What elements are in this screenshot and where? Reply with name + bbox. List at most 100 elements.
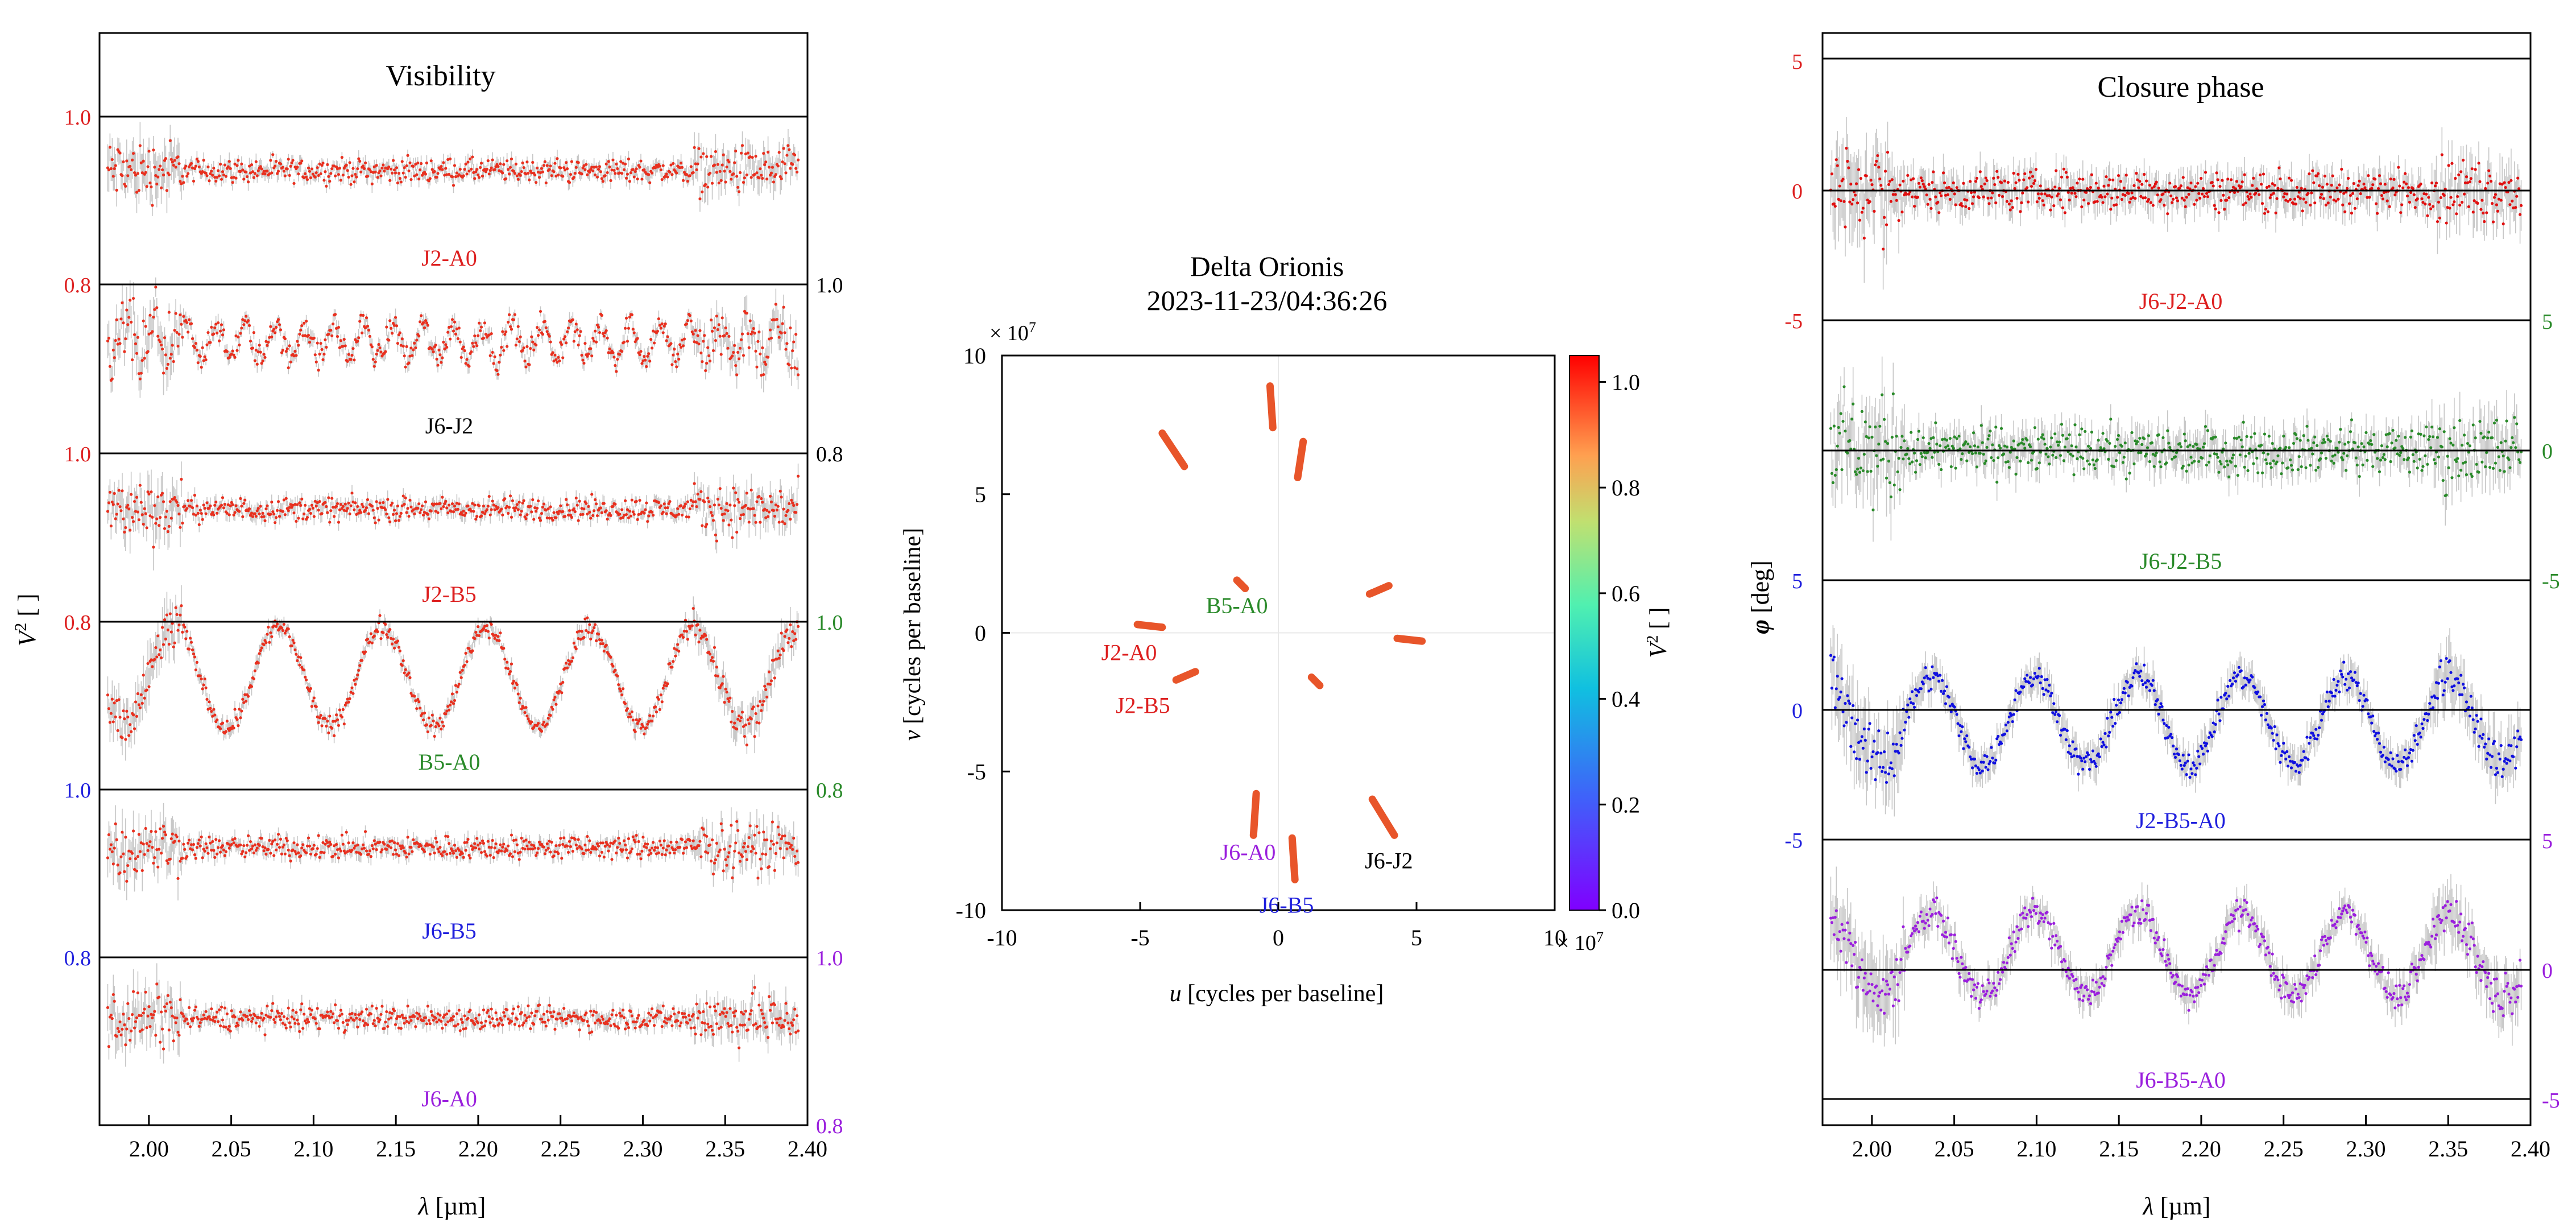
visibility-point bbox=[398, 331, 401, 334]
visibility-point bbox=[499, 162, 502, 166]
visibility-point bbox=[452, 184, 455, 187]
visibility-point bbox=[316, 166, 319, 170]
visibility-point bbox=[723, 170, 726, 173]
visibility-point bbox=[392, 168, 396, 172]
visibility-point bbox=[383, 170, 386, 173]
visibility-point bbox=[593, 173, 597, 177]
visibility-point bbox=[282, 170, 285, 173]
visibility-point bbox=[649, 338, 653, 341]
visibility-point bbox=[347, 353, 350, 356]
visibility-point bbox=[453, 164, 457, 167]
visibility-point bbox=[254, 160, 258, 163]
visibility-point bbox=[710, 181, 714, 185]
visibility-point bbox=[359, 170, 363, 173]
visibility-point bbox=[366, 175, 370, 178]
visibility-point bbox=[587, 352, 590, 356]
visibility-point bbox=[789, 167, 792, 170]
visibility-point bbox=[380, 166, 384, 170]
visibility-point bbox=[608, 166, 611, 169]
visibility-point bbox=[218, 339, 221, 342]
visibility-point bbox=[479, 162, 483, 165]
visibility-point bbox=[745, 311, 748, 315]
visibility-point bbox=[672, 353, 675, 357]
visibility-point bbox=[488, 354, 492, 357]
visibility-point bbox=[256, 169, 260, 172]
visibility-point bbox=[796, 158, 800, 162]
visibility-point bbox=[566, 326, 570, 330]
visibility-point bbox=[745, 173, 748, 177]
visibility-point bbox=[251, 346, 255, 350]
visibility-point bbox=[670, 173, 674, 176]
visibility-point bbox=[586, 354, 589, 358]
visibility-point bbox=[577, 161, 580, 164]
visibility-point bbox=[481, 174, 484, 178]
visibility-point bbox=[783, 331, 786, 334]
visibility-point bbox=[435, 175, 438, 179]
visibility-point bbox=[119, 509, 123, 513]
visibility-point bbox=[210, 325, 213, 329]
visibility-point bbox=[425, 321, 429, 325]
visibility-point bbox=[593, 329, 597, 333]
visibility-point bbox=[763, 163, 767, 167]
visibility-point bbox=[781, 160, 784, 164]
visibility-point bbox=[376, 176, 379, 179]
visibility-point bbox=[500, 345, 503, 349]
visibility-point bbox=[434, 344, 437, 347]
visibility-point bbox=[113, 491, 116, 495]
visibility-point bbox=[659, 327, 662, 330]
visibility-point bbox=[276, 170, 280, 173]
visibility-point bbox=[247, 164, 251, 168]
visibility-point bbox=[218, 329, 222, 333]
visibility-point bbox=[391, 171, 394, 175]
visibility-point bbox=[516, 325, 520, 328]
visibility-point bbox=[160, 343, 163, 347]
visibility-point bbox=[760, 173, 763, 177]
visibility-point bbox=[568, 181, 571, 184]
visibility-point bbox=[321, 162, 325, 165]
visibility-point bbox=[234, 176, 238, 180]
visibility-point bbox=[310, 167, 314, 171]
visibility-point bbox=[477, 334, 480, 337]
visibility-point bbox=[299, 162, 303, 165]
visibility-point bbox=[351, 347, 355, 350]
visibility-point bbox=[748, 319, 752, 323]
visibility-point bbox=[459, 356, 463, 359]
visibility-point bbox=[474, 170, 478, 173]
visibility-point bbox=[583, 342, 587, 345]
visibility-point bbox=[242, 323, 246, 327]
visibility-point bbox=[213, 176, 217, 179]
visibility-point bbox=[232, 176, 235, 179]
visibility-point bbox=[753, 172, 756, 176]
visibility-point bbox=[187, 172, 190, 175]
visibility-point bbox=[516, 177, 520, 181]
visibility-point bbox=[498, 361, 501, 364]
visibility-point bbox=[793, 366, 797, 370]
visibility-point bbox=[507, 320, 510, 324]
visibility-point bbox=[395, 324, 399, 328]
visibility-point bbox=[496, 164, 500, 168]
visibility-point bbox=[455, 171, 458, 175]
visibility-point bbox=[686, 179, 689, 183]
visibility-point bbox=[143, 357, 146, 360]
visibility-point bbox=[412, 348, 415, 352]
visibility-point bbox=[239, 332, 242, 335]
visibility-point bbox=[220, 323, 223, 327]
visibility-point bbox=[514, 344, 517, 347]
visibility-point bbox=[218, 163, 222, 166]
visibility-point bbox=[400, 160, 404, 163]
visibility-point bbox=[270, 171, 274, 175]
visibility-point bbox=[645, 365, 648, 368]
visibility-point bbox=[415, 173, 419, 176]
visibility-point bbox=[647, 173, 651, 176]
visibility-point bbox=[685, 322, 689, 325]
visibility-point bbox=[334, 327, 338, 330]
visibility-point bbox=[772, 180, 776, 184]
visibility-point bbox=[701, 190, 704, 193]
visibility-point bbox=[704, 183, 707, 186]
visibility-point bbox=[288, 344, 291, 348]
visibility-point bbox=[365, 316, 368, 320]
visibility-point bbox=[168, 139, 172, 142]
visibility-point bbox=[594, 340, 598, 344]
visibility-point bbox=[719, 179, 723, 183]
visibility-point bbox=[661, 331, 665, 334]
